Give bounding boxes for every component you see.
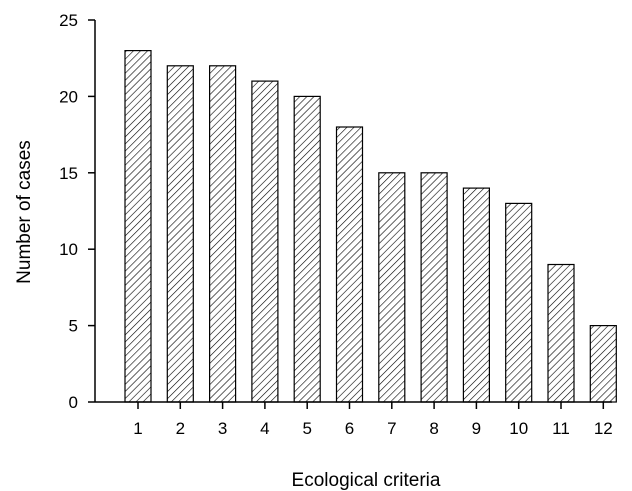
x-tick-label: 11: [552, 419, 570, 438]
x-tick-label: 9: [472, 419, 481, 438]
bars-group: [124, 49, 617, 403]
y-tick-label: 0: [69, 393, 78, 412]
bar-6: [335, 126, 364, 403]
x-ticks-group: 1 2 3 4 5 6 7 8 9 10 11 12: [133, 402, 613, 438]
x-tick-label: 7: [387, 419, 396, 438]
y-tick-label: 15: [59, 164, 78, 183]
x-tick-label: 2: [176, 419, 185, 438]
x-tick-label: 4: [260, 419, 269, 438]
y-tick-label: 5: [69, 317, 78, 336]
y-axis-title: Number of cases: [14, 140, 35, 284]
bar-1: [124, 49, 152, 403]
x-tick-label: 3: [218, 419, 227, 438]
bar-12: [589, 325, 617, 403]
y-tick-label: 10: [59, 240, 78, 259]
x-tick-label: 12: [594, 419, 613, 438]
x-tick-label: 5: [302, 419, 311, 438]
x-tick-label: 1: [133, 419, 142, 438]
bar-9: [462, 187, 490, 403]
bar-8: [420, 172, 448, 403]
y-tick-label: 25: [59, 11, 78, 30]
bar-5: [293, 95, 321, 403]
x-tick-label: 8: [429, 419, 438, 438]
bar-3: [209, 65, 237, 403]
bar-4: [251, 80, 279, 403]
y-tick-label: 20: [59, 87, 78, 106]
x-axis-title: Ecological criteria: [292, 470, 441, 491]
y-ticks-group: 0 5 10 15 20 25: [59, 11, 95, 412]
x-tick-label: 10: [509, 419, 528, 438]
bar-2: [166, 65, 194, 403]
x-tick-label: 6: [345, 419, 354, 438]
bar-7: [378, 172, 406, 403]
bar-10: [505, 202, 533, 403]
bar-11: [547, 263, 575, 403]
